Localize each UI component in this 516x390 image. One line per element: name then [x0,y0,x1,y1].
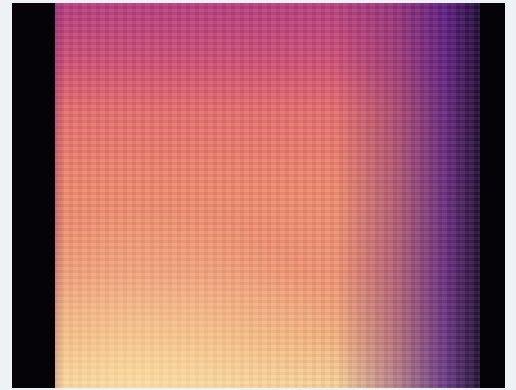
spectrogram-background [12,3,505,388]
spectrogram-highlight [55,203,355,388]
